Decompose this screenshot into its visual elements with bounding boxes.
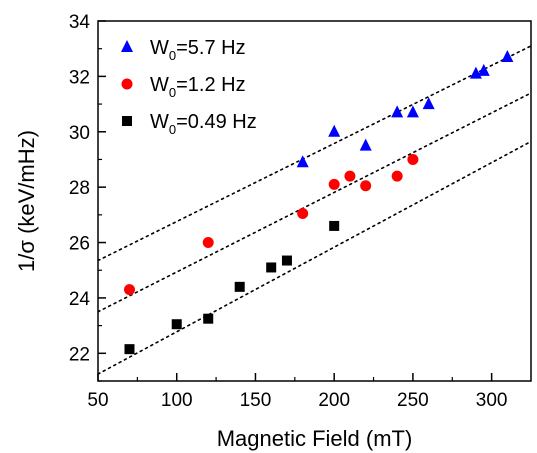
legend-label-1: W0=5.7 Hz [150,37,246,63]
series-1-point-6 [422,97,435,110]
series-3-point-1 [124,344,135,355]
series-2-point-8 [407,153,419,165]
series-3-point-5 [266,262,277,273]
y-tick-label: 24 [69,289,91,310]
series-2-point-3 [297,207,309,219]
y-tick-label: 22 [69,344,90,365]
y-tick-label: 28 [69,178,90,199]
legend-label-sub: 0 [169,85,176,100]
x-tick-label: 50 [87,390,108,411]
x-axis-label: Magnetic Field (mT) [217,426,413,451]
legend-marker-2 [121,78,133,90]
series-1-point-4 [391,105,404,118]
series-1-point-1 [296,155,309,168]
fit-line-3 [98,140,531,375]
series-3-point-3 [203,313,214,324]
series-2-point-7 [391,170,403,182]
series-1-point-3 [359,138,372,151]
data-points [123,50,514,355]
series-3-point-2 [171,319,182,330]
legend-label-rest: =1.2 Hz [176,74,245,96]
legend-label-sub: 0 [169,48,176,63]
series-1-point-5 [406,105,419,118]
x-tick-label: 250 [397,390,429,411]
x-tick-label: 300 [476,390,508,411]
x-tick-label: 100 [161,390,193,411]
series-3-point-6 [281,255,292,266]
legend-marker-1 [121,40,133,52]
series-2-point-4 [328,178,340,190]
series-3-point-4 [234,281,245,292]
series-1-point-2 [328,124,341,137]
y-tick-label: 32 [69,67,90,88]
series-1-point-9 [501,50,514,62]
y-tick-label: 26 [69,234,90,255]
y-tick-label: 34 [69,12,91,33]
legend-marker-3 [122,116,132,126]
series-2-point-1 [123,284,135,296]
series-3-point-7 [329,220,340,231]
y-axis-label: 1/σ (keV/mHz) [14,130,39,272]
series-2-point-2 [202,237,214,249]
legend-label-2: W0=1.2 Hz [150,74,246,100]
plot-frame [97,20,532,382]
x-tick-label: 150 [240,390,272,411]
fit-lines [98,45,531,375]
y-tick-label: 30 [69,123,90,144]
legend-label-main: W [150,37,169,59]
legend-label-3: W0=0.49 Hz [150,111,257,137]
fit-line-2 [98,92,531,313]
legend-label-rest: =5.7 Hz [176,37,245,59]
fit-line-1 [98,45,531,262]
legend-label-main: W [150,111,169,133]
legend-label-rest: =0.49 Hz [176,111,257,133]
axis-ticks: 50 100 150 200 250 300 22 24 26 28 30 32 34 [69,12,508,411]
x-tick-label: 200 [318,390,350,411]
series-1-point-8 [477,63,490,76]
series-2-point-5 [344,170,356,182]
legend-label-main: W [150,74,169,96]
series-2-point-6 [360,180,372,192]
legend-label-sub: 0 [169,122,176,137]
